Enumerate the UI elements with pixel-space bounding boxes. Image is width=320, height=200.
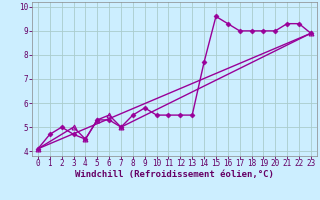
- X-axis label: Windchill (Refroidissement éolien,°C): Windchill (Refroidissement éolien,°C): [75, 170, 274, 179]
